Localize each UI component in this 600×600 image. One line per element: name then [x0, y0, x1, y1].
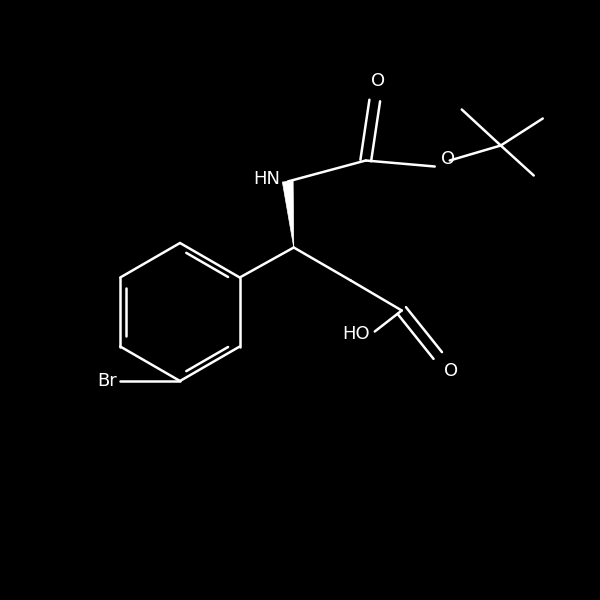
- Text: HO: HO: [343, 325, 370, 343]
- Text: O: O: [444, 361, 458, 379]
- Text: O: O: [371, 72, 385, 89]
- Polygon shape: [283, 181, 294, 247]
- Text: Br: Br: [97, 372, 117, 390]
- Text: O: O: [441, 150, 455, 168]
- Text: HN: HN: [254, 170, 281, 187]
